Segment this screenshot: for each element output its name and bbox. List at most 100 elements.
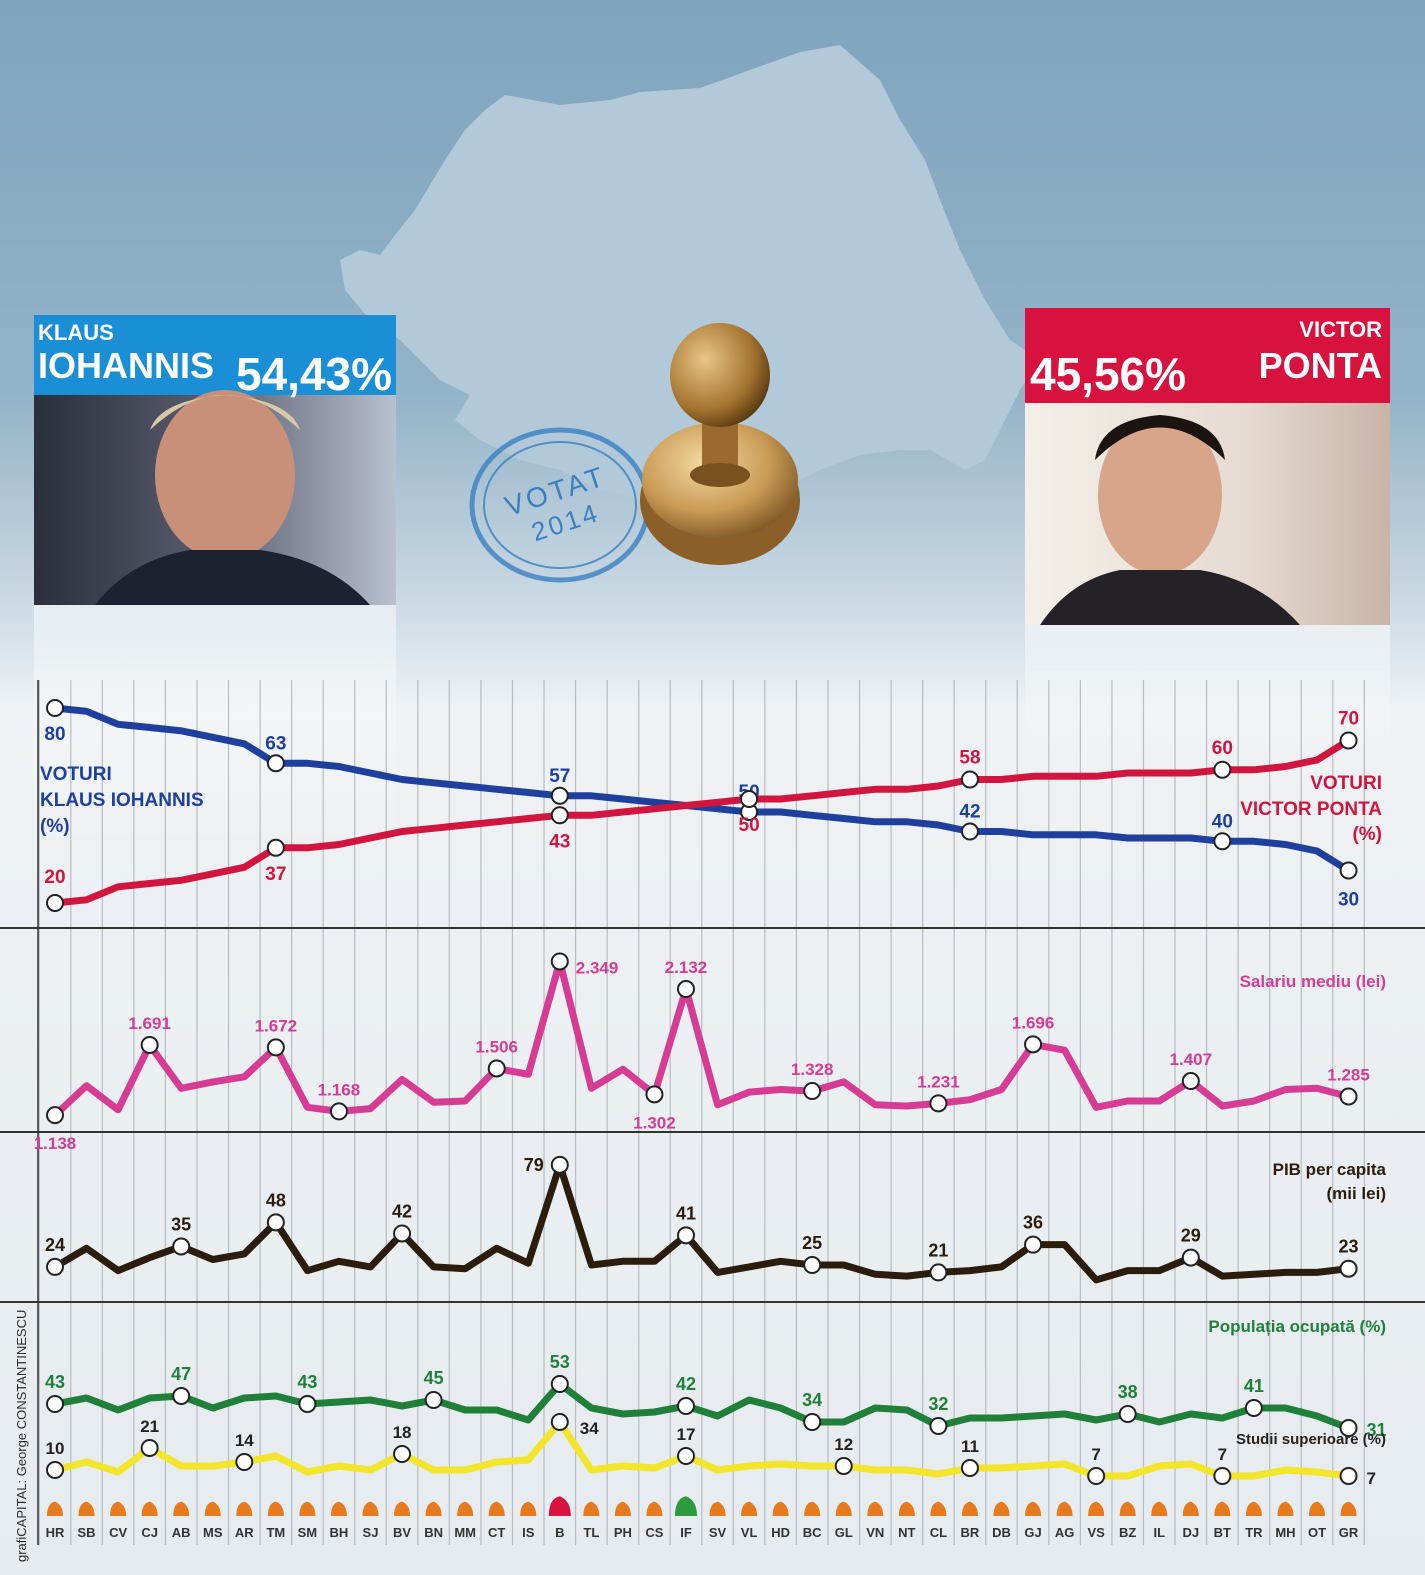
county-shape-icon bbox=[1119, 1501, 1136, 1516]
stamp-handle bbox=[670, 323, 770, 427]
point-marker-salary bbox=[803, 1082, 822, 1101]
point-marker-gdp bbox=[929, 1263, 948, 1282]
data-label-employment: 43 bbox=[297, 1372, 317, 1392]
point-marker-salary bbox=[645, 1085, 664, 1104]
ponta-label-line2: VICTOR PONTA bbox=[1240, 799, 1382, 820]
candidate-right-first-name: VICTOR bbox=[1299, 317, 1382, 342]
county-code: IS bbox=[522, 1525, 535, 1540]
candidate-right-hair bbox=[1095, 415, 1225, 460]
data-label-employment: 42 bbox=[676, 1374, 696, 1394]
candidate-left-face bbox=[155, 390, 295, 560]
point-marker-gdp bbox=[46, 1257, 64, 1276]
county-shape-icon bbox=[236, 1501, 253, 1516]
county-code: GR bbox=[1339, 1525, 1359, 1540]
candidate-right-banner bbox=[1025, 308, 1390, 403]
panel-titles: VOTURI KLAUS IOHANNIS (%) VOTURI VICTOR … bbox=[40, 764, 1387, 1448]
candidate-right-last-name: PONTA bbox=[1259, 345, 1382, 386]
stamp-neck-foot bbox=[690, 463, 750, 487]
gdp-label-line2: (mii lei) bbox=[1326, 1184, 1386, 1203]
data-label-gdp: 48 bbox=[266, 1190, 286, 1210]
county-shape-icon bbox=[675, 1496, 697, 1516]
point-marker-salary bbox=[1339, 1087, 1358, 1106]
county-code: GL bbox=[835, 1525, 853, 1540]
data-label-education: 34 bbox=[580, 1419, 599, 1438]
point-marker-gdp bbox=[172, 1237, 191, 1256]
point-marker-education bbox=[677, 1447, 695, 1465]
county-shape-icon bbox=[1182, 1501, 1199, 1516]
candidate-right-reflection bbox=[1025, 625, 1390, 765]
county-shape-icon bbox=[772, 1501, 789, 1516]
data-label-education: 11 bbox=[961, 1437, 979, 1456]
point-marker-salary bbox=[266, 1038, 285, 1057]
county-code: BZ bbox=[1119, 1525, 1136, 1540]
data-label-iohannis: 40 bbox=[1212, 811, 1233, 832]
county-code: TR bbox=[1245, 1525, 1263, 1540]
county-code: B bbox=[555, 1525, 564, 1540]
point-marker-education bbox=[235, 1453, 254, 1471]
salary-label: Salariu mediu (lei) bbox=[1240, 972, 1386, 991]
point-marker-employment bbox=[803, 1413, 822, 1431]
county-labels: HR SB CV CJ AB MS AR TM SM BH SJ BV BN MM CT IS B TL PH CS I… bbox=[46, 1525, 1359, 1540]
ponta-label-line1: VOTURI bbox=[1310, 773, 1382, 794]
county-code: TM bbox=[266, 1525, 285, 1540]
county-shape-icon bbox=[898, 1501, 915, 1516]
county-code: SV bbox=[709, 1525, 727, 1540]
data-label-education: 10 bbox=[46, 1439, 65, 1458]
county-code: AG bbox=[1055, 1525, 1075, 1540]
point-marker-gdp bbox=[1339, 1259, 1358, 1278]
point-marker-iohannis bbox=[960, 822, 979, 841]
county-shape-icon bbox=[267, 1501, 284, 1516]
county-shape-icon bbox=[804, 1501, 821, 1516]
county-shape-icon bbox=[1151, 1501, 1168, 1516]
point-marker-iohannis bbox=[1339, 861, 1358, 880]
county-code: CS bbox=[645, 1525, 663, 1540]
point-marker-employment bbox=[550, 1375, 569, 1393]
data-label-employment: 53 bbox=[550, 1352, 570, 1372]
point-marker-employment bbox=[1118, 1405, 1137, 1423]
county-code: MS bbox=[203, 1525, 223, 1540]
point-marker-employment bbox=[46, 1395, 64, 1413]
county-shape-icon bbox=[47, 1501, 63, 1516]
county-shape-icon bbox=[488, 1501, 505, 1516]
employment-label: Populația ocupată (%) bbox=[1208, 1317, 1386, 1336]
education-label: Studii superioare (%) bbox=[1236, 1431, 1386, 1448]
data-label-salary: 1.231 bbox=[917, 1072, 960, 1091]
candidate-right-card: VICTOR PONTA 45,56% bbox=[1025, 308, 1390, 765]
credit-text: grafiCAPITAL: George CONSTANTINESCU bbox=[14, 1310, 29, 1562]
point-marker-employment bbox=[424, 1391, 443, 1409]
data-label-gdp: 42 bbox=[392, 1201, 412, 1221]
county-code: DB bbox=[992, 1525, 1011, 1540]
point-marker-education bbox=[550, 1413, 569, 1431]
county-shape-icon bbox=[425, 1501, 442, 1516]
county-shape-icon bbox=[1088, 1501, 1105, 1516]
county-code: IL bbox=[1153, 1525, 1165, 1540]
data-label-iohannis: 42 bbox=[959, 802, 980, 823]
county-code: HD bbox=[771, 1525, 790, 1540]
data-label-salary: 1.285 bbox=[1327, 1066, 1370, 1085]
county-shape-icon bbox=[1056, 1501, 1073, 1516]
data-label-salary: 1.691 bbox=[128, 1014, 171, 1033]
county-shape-icon bbox=[741, 1501, 758, 1516]
data-label-salary: 1.328 bbox=[791, 1060, 834, 1079]
county-code: SJ bbox=[363, 1525, 379, 1540]
point-marker-ponta bbox=[740, 790, 759, 808]
data-label-education: 14 bbox=[235, 1431, 254, 1450]
candidate-left-last-name: IOHANNIS bbox=[38, 345, 214, 386]
county-shape-icon bbox=[614, 1501, 631, 1516]
point-marker-gdp bbox=[550, 1155, 569, 1174]
data-label-employment: 31 bbox=[1367, 1420, 1387, 1440]
point-marker-education bbox=[1213, 1467, 1232, 1485]
data-label-iohannis: 63 bbox=[265, 733, 286, 754]
county-code: CV bbox=[109, 1525, 127, 1540]
data-label-iohannis: 30 bbox=[1338, 890, 1359, 911]
data-label-employment: 38 bbox=[1118, 1382, 1138, 1402]
chart-labels: 80635750424030203743505860701.1381.6911.… bbox=[34, 699, 1387, 1488]
county-code: CJ bbox=[141, 1525, 158, 1540]
county-shape-icon bbox=[110, 1501, 127, 1516]
point-marker-education bbox=[1087, 1467, 1106, 1485]
county-code: MM bbox=[454, 1525, 476, 1540]
data-label-employment: 45 bbox=[424, 1368, 444, 1388]
point-marker-employment bbox=[1339, 1419, 1358, 1437]
data-label-education: 7 bbox=[1091, 1445, 1100, 1464]
data-label-gdp: 41 bbox=[676, 1203, 696, 1223]
